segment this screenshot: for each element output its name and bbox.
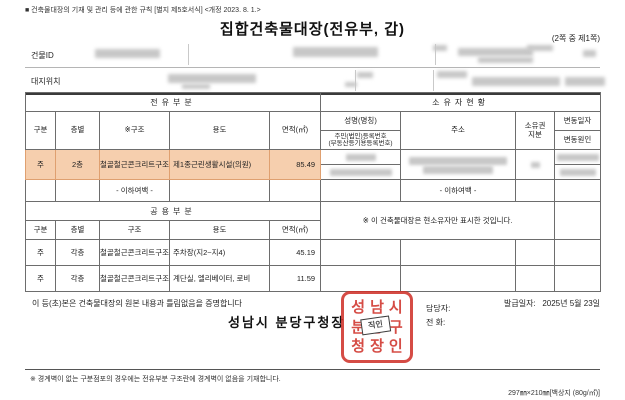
col-header-reg-no: 주민(법인)등록번호 (부동산등기용등록번호): [320, 130, 402, 150]
exclusive-row-structure: 철골철근콘크리트구조: [99, 149, 170, 180]
common-row-usage: 계단실, 엘리베이터, 로비: [169, 265, 270, 292]
page-indicator: (2쪽 중 제1쪽): [551, 34, 600, 43]
bottom-rule: [25, 369, 600, 370]
owner-address-redacted: [400, 149, 517, 180]
redacted-value: [458, 48, 533, 56]
common-row-structure: 철골철근콘크리트구조: [99, 239, 170, 266]
col-header-area: 면적(㎡): [268, 111, 322, 150]
col-header-structure: ※구조: [99, 111, 170, 150]
common-row-usage: 주차장(지2~지4): [169, 239, 270, 266]
owner-share-redacted: [515, 149, 556, 180]
common-header-usage: 용도: [169, 220, 270, 240]
col-header-change-cause: 변동원인: [554, 130, 602, 150]
page-title: 집합건축물대장(전유부, 갑): [219, 21, 406, 38]
site-location-label: 대지위치: [31, 77, 61, 86]
current-owner-note: ※ 이 건축물대장은 현소유자만 표시한 것입니다.: [320, 201, 556, 240]
phone-label: 전 화:: [426, 318, 446, 327]
change-date-redacted: [554, 149, 602, 165]
exclusive-section-title: 전유부분: [24, 92, 322, 112]
issue-date-line: 발급일자: 2025년 5월 23일: [504, 298, 600, 309]
redacted-value: [345, 82, 357, 87]
redacted-value: [437, 71, 467, 78]
common-header-floor: 층별: [55, 220, 100, 240]
col-header-owner-name: 성명(명칭): [320, 111, 402, 131]
change-cause-redacted: [554, 164, 602, 180]
staff-label: 담당자:: [426, 304, 451, 313]
building-id-row: 건물ID: [25, 42, 600, 68]
issue-date-label: 발급일자:: [503, 299, 536, 308]
redacted-value: [583, 50, 596, 57]
col-header-floor: 층별: [55, 111, 100, 150]
issue-date-value: 2025년 5월 23일: [542, 299, 600, 308]
building-id-label: 건물ID: [31, 51, 54, 60]
exclusive-row-area: 85.49: [268, 149, 322, 180]
official-seal-stamp: 성남시 분당구 청장인 직인: [341, 291, 413, 363]
common-row-area: 11.59: [268, 265, 322, 292]
common-header-area: 면적(㎡): [268, 220, 322, 240]
redacted-value: [472, 77, 560, 86]
divider: [188, 44, 189, 65]
common-row-structure: 철골철근콘크리트구조: [99, 265, 170, 292]
redacted-value: [527, 45, 553, 51]
redacted-value: [168, 74, 256, 83]
common-row-area: 45.19: [268, 239, 322, 266]
common-header-structure: 구조: [99, 220, 170, 240]
certification-statement: 이 등(초)본은 건축물대장의 원본 내용과 틀림없음을 증명합니다: [32, 299, 243, 308]
paper-spec: 297㎜×210㎜[백상지 (80g/㎡)]: [508, 390, 600, 397]
info-rows: 건물ID 대지위치: [25, 42, 605, 95]
redacted-value: [95, 49, 160, 58]
common-section-title: 공용부분: [24, 201, 322, 221]
register-table: 전유부분 소유자현황 구분 층별 ※구조 용도 면적(㎡) 성명(명칭) 주소 …: [24, 92, 602, 292]
footer-note: ※ 경계벽이 없는 구분점포의 경우에는 전유부분 구조란에 경계벽이 없음을 …: [30, 376, 281, 383]
col-header-gubun: 구분: [25, 111, 56, 150]
exclusive-row-usage: 제1종근린생활시설(의원): [169, 149, 270, 180]
redacted-value: [565, 77, 605, 86]
exclusive-row-gubun: 주: [25, 149, 56, 180]
site-location-row: 대지위치: [25, 68, 605, 95]
common-row-floor: 각층: [55, 265, 100, 292]
col-header-change-date: 변동일자: [554, 111, 602, 131]
common-header-gubun: 구분: [25, 220, 56, 240]
owner-name-redacted: [320, 149, 402, 165]
issuer-name: 성남시 분당구청장: [228, 315, 346, 330]
owner-reg-no-redacted: [320, 164, 402, 180]
redacted-value: [357, 72, 373, 78]
divider: [435, 44, 436, 65]
divider: [433, 70, 434, 91]
redacted-value: [433, 45, 447, 51]
redacted-value: [182, 84, 210, 89]
common-row-gubun: 주: [25, 239, 56, 266]
exclusive-blank-note: - 이하여백 -: [99, 179, 170, 202]
redacted-value: [293, 47, 378, 57]
col-header-address: 주소: [400, 111, 517, 150]
divider: [355, 70, 356, 91]
common-row-gubun: 주: [25, 265, 56, 292]
exclusive-row-floor: 2층: [55, 149, 100, 180]
owner-section-title: 소유자현황: [320, 92, 602, 112]
redacted-value: [478, 57, 533, 63]
owner-blank-note: - 이하여백 -: [400, 179, 517, 202]
col-header-share: 소유권 지분: [515, 111, 556, 150]
common-row-floor: 각층: [55, 239, 100, 266]
col-header-usage: 용도: [169, 111, 270, 150]
regulation-note: ■ 건축물대장의 기재 및 관리 등에 관한 규칙 [별지 제5호서식] <개정…: [25, 7, 261, 14]
